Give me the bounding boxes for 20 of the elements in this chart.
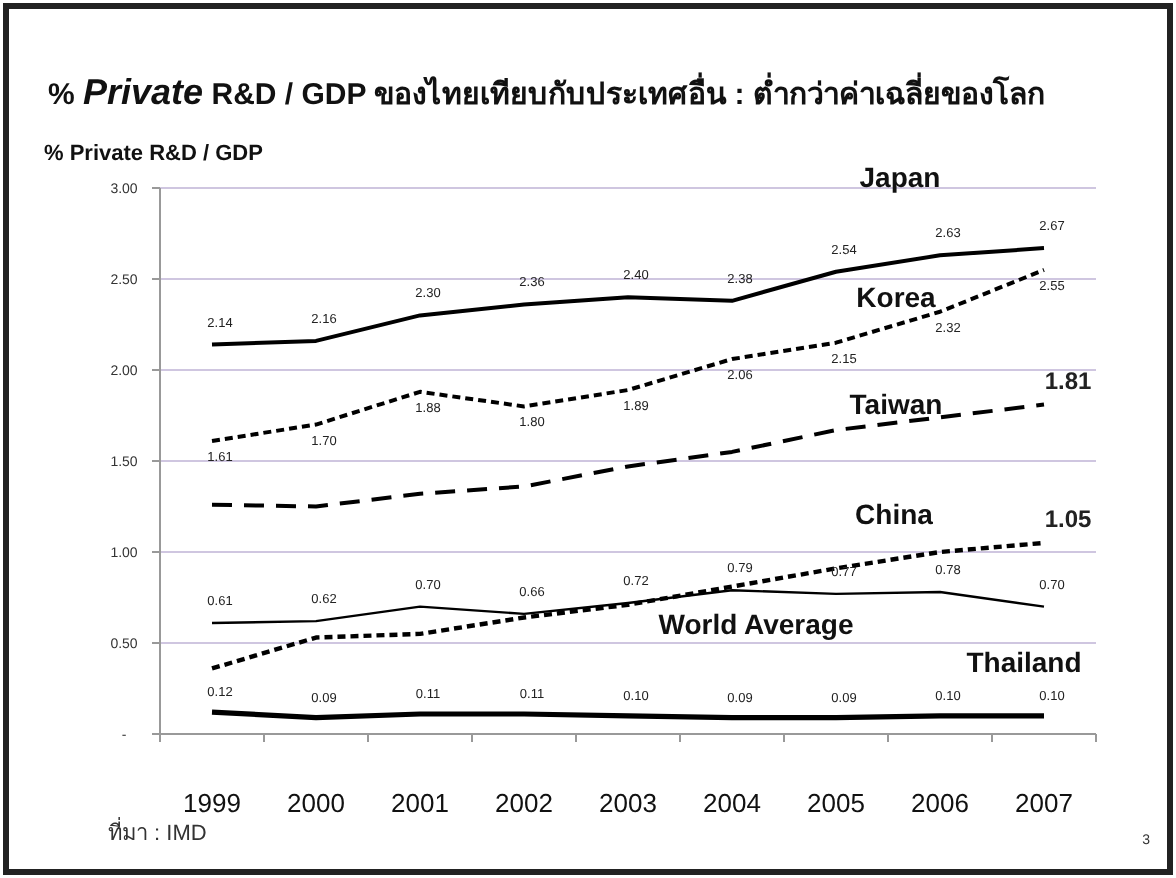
x-tick-label: 2000 bbox=[287, 788, 345, 818]
x-tick-label: 2003 bbox=[599, 788, 657, 818]
data-label: 1.81 bbox=[1044, 366, 1092, 395]
x-tick-label: 2002 bbox=[495, 788, 553, 818]
series-label: China bbox=[855, 498, 934, 530]
text: Japan bbox=[859, 161, 941, 194]
x-tick-label: 2006 bbox=[911, 788, 969, 818]
text: ที่มา : IMD bbox=[108, 816, 207, 846]
chart-title: % Private R&D / GDP ของไทยเทียบกับประเทศอื่น : ต่ำกว่าค่าเฉลี่ยของโลก bbox=[48, 72, 1045, 112]
series-label: Korea bbox=[856, 280, 937, 313]
x-tick-label: 2001 bbox=[391, 788, 449, 818]
x-tick-label: 2007 bbox=[1015, 788, 1073, 818]
series-label: Thailand bbox=[966, 645, 1082, 678]
series-label: World Average bbox=[658, 607, 854, 640]
y-axis-title: % Private R&D / GDP bbox=[44, 142, 263, 166]
x-tick-label: 2004 bbox=[703, 788, 761, 818]
x-tick-label: 2005 bbox=[807, 788, 865, 818]
x-tick-label: 1999 bbox=[183, 788, 241, 818]
data-label: 1.05 bbox=[1044, 504, 1092, 533]
series-label: Taiwan bbox=[849, 388, 943, 421]
